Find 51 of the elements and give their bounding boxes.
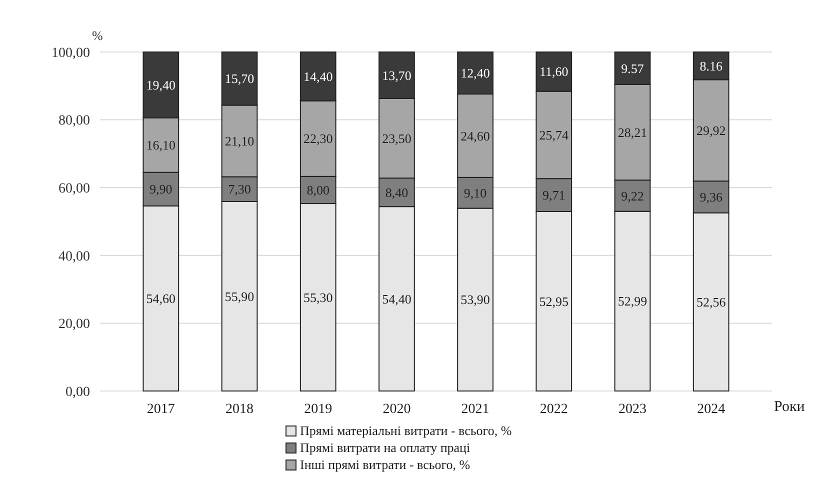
data-label: 54,40 [382,291,412,306]
x-axis-title: Роки [774,399,805,415]
legend-label: Прямі матеріальні витрати - всього, % [300,423,512,438]
x-tick-label: 2024 [697,402,726,417]
data-label: 21,10 [224,134,254,149]
y-tick-label: 80,00 [58,114,90,129]
x-tick-label: 2022 [540,402,568,417]
legend-label: Прямі витрати на оплату праці [300,440,471,455]
x-tick-label: 2018 [226,402,254,417]
y-tick-label: 40,00 [58,249,90,264]
data-label: 9,36 [700,190,723,205]
y-axis-title: % [92,28,103,43]
data-label: 11,60 [540,64,568,80]
data-label: 52,99 [618,294,648,309]
data-label: 55,30 [303,290,333,305]
data-label: 52,95 [539,294,569,309]
data-label: 28,21 [618,124,648,140]
data-label: 13,70 [382,68,412,83]
data-label: 9,90 [150,182,172,197]
data-label: 22,30 [303,131,333,146]
x-tick-label: 2021 [461,402,490,417]
data-label: 24,60 [460,128,490,144]
data-label: 16,10 [146,138,176,153]
x-tick-label: 2023 [618,402,646,417]
data-label: 29,92 [696,122,726,138]
y-tick-label: 0,00 [66,384,90,400]
data-label: 9,10 [464,185,487,200]
x-tick-label: 2020 [382,402,411,417]
data-label: 53,90 [460,292,490,308]
data-label: 23,50 [382,130,412,146]
data-label: 9,22 [621,188,644,204]
data-label: 52,56 [696,294,726,310]
data-label: 9.57 [621,60,644,76]
data-label: 12,40 [460,66,490,81]
data-label: 8,00 [306,182,330,198]
y-tick-label: 20,00 [58,317,90,332]
data-label: 25,74 [539,128,570,143]
data-label: 19,40 [146,77,176,92]
data-label: 7,30 [228,182,251,197]
y-tick-label: 60,00 [58,182,90,196]
legend-label: Інші прямі витрати - всього, % [300,457,470,472]
data-label: 9,71 [542,188,566,203]
x-tick-label: 2017 [146,402,175,417]
data-label: 14,40 [303,68,333,84]
y-tick-label: 100,00 [52,46,90,61]
x-tick-label: 2019 [304,402,332,417]
data-label: 8.16 [700,58,723,74]
data-label: 55,90 [224,288,254,304]
data-label: 15,70 [224,71,254,86]
data-label: 8,40 [385,184,408,200]
data-label: 54,60 [146,291,176,306]
